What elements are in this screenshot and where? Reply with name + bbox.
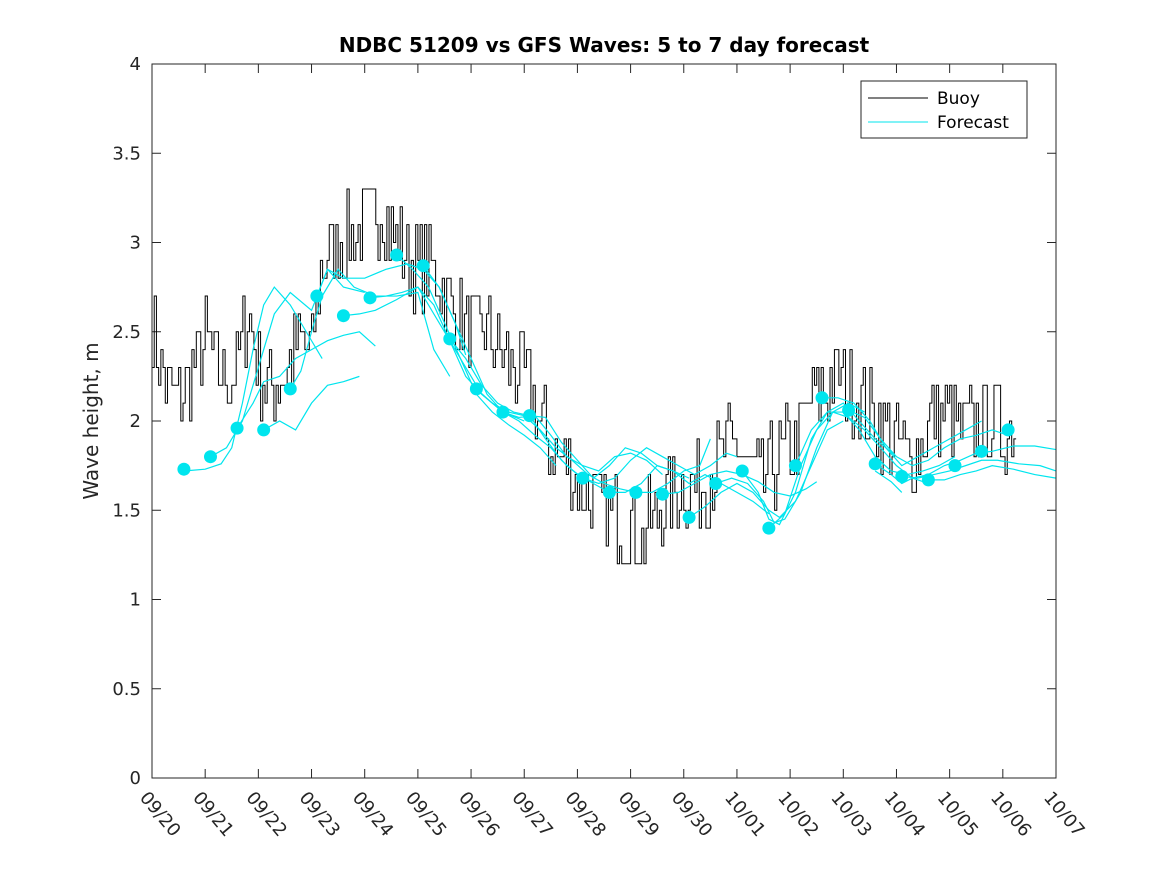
forecast-line (210, 268, 365, 458)
forecast-marker (815, 391, 829, 405)
forecast-marker (895, 469, 909, 483)
forecast-line (928, 465, 1057, 481)
forecast-marker (283, 382, 297, 396)
forecast-line (848, 409, 1009, 467)
forecast-marker (336, 309, 350, 323)
y-tick-label: 1.5 (112, 500, 141, 521)
y-tick-label: 0.5 (112, 679, 141, 700)
forecast-marker (735, 464, 749, 478)
forecast-marker (868, 457, 882, 471)
legend-buoy-label: Buoy (937, 89, 980, 109)
forecast-marker (655, 487, 669, 501)
forecast-line (741, 402, 897, 526)
y-tick-label: 1 (130, 590, 141, 611)
forecast-marker (842, 403, 856, 417)
forecast-markers (177, 248, 1015, 535)
forecast-line (874, 470, 903, 493)
plot-frame (151, 63, 1057, 779)
forecast-marker (416, 259, 430, 273)
y-tick-label: 2 (130, 411, 141, 432)
forecast-line (688, 420, 844, 519)
forecast-line (263, 375, 360, 431)
forecast-marker (203, 450, 217, 464)
forecast-marker (523, 409, 537, 423)
forecast-line (236, 331, 376, 429)
forecast-marker (602, 485, 616, 499)
legend-forecast-label: Forecast (937, 113, 1009, 133)
forecast-line (343, 286, 504, 413)
forecast-marker (177, 462, 191, 476)
forecast-marker (390, 248, 404, 262)
legend: Buoy Forecast (860, 80, 1028, 139)
forecast-marker (230, 421, 244, 435)
forecast-marker (257, 423, 271, 437)
forecast-line (822, 397, 982, 467)
forecast-line (582, 447, 738, 485)
chart-title: NDBC 51209 vs GFS Waves: 5 to 7 day fore… (339, 33, 870, 57)
forecast-marker (682, 510, 696, 524)
forecast-marker (975, 444, 989, 458)
y-tick-labels: 0 0.5 1 1.5 2 2.5 3 3.5 4 (112, 54, 141, 789)
forecast-marker (443, 332, 457, 346)
forecast-marker (496, 405, 510, 419)
forecast-marker (576, 471, 590, 485)
forecast-marker (469, 382, 483, 396)
forecast-marker (788, 459, 802, 473)
forecast-marker (310, 289, 324, 303)
y-axis-label: Wave height, m (79, 342, 103, 499)
legend-box (860, 80, 1028, 139)
forecast-line (183, 286, 323, 472)
forecast-line (635, 438, 711, 493)
forecast-marker (363, 291, 377, 305)
forecast-marker (921, 473, 935, 487)
forecast-marker (948, 459, 962, 473)
forecast-marker (709, 476, 723, 490)
forecast-line (715, 402, 865, 524)
y-tick-label: 0 (130, 768, 141, 789)
forecast-line (794, 411, 956, 476)
forecast-marker (629, 485, 643, 499)
forecast-line (289, 268, 451, 390)
forecast-marker (1001, 423, 1015, 437)
y-tick-label: 4 (130, 54, 141, 75)
y-tick-label: 3 (130, 233, 141, 254)
plot-area (152, 64, 1056, 778)
forecast-marker (762, 521, 776, 535)
y-tick-label: 3.5 (112, 143, 141, 164)
y-tick-label: 2.5 (112, 322, 141, 343)
